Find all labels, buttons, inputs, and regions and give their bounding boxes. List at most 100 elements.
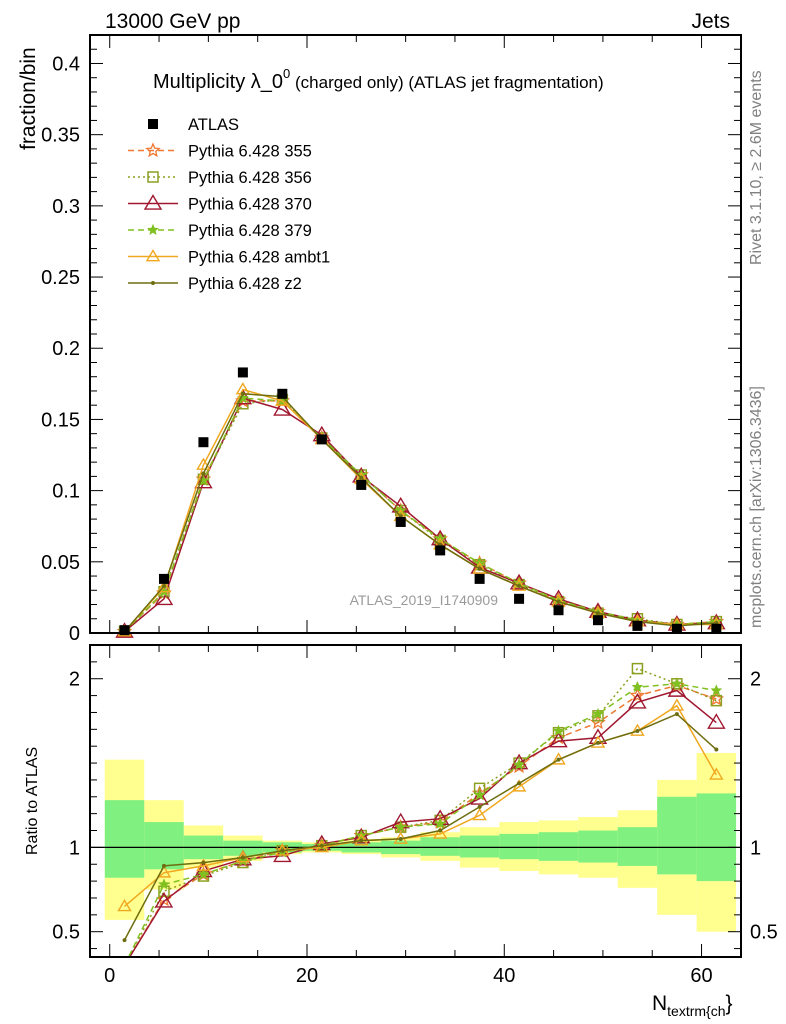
atlas-data-point bbox=[237, 367, 248, 378]
legend-marker-379 bbox=[147, 223, 159, 235]
ratio-point-355 bbox=[629, 687, 646, 703]
atlas-data-point bbox=[395, 516, 406, 527]
ratio-band-inner bbox=[104, 800, 145, 878]
legend-label: Pythia 6.428 z2 bbox=[188, 275, 302, 293]
ratio-point-z2 bbox=[319, 843, 324, 848]
ratio-point-379 bbox=[513, 758, 525, 770]
legend-marker-370 bbox=[143, 194, 163, 210]
ratio-point-356 bbox=[710, 694, 723, 707]
legend-marker-356 bbox=[147, 171, 159, 183]
ratio-point-ambt1 bbox=[196, 858, 211, 871]
main-y-tick-label: 0 bbox=[69, 623, 80, 645]
ratio-y-tick-label-left: 1 bbox=[69, 837, 80, 859]
ratio-point-370 bbox=[123, 956, 126, 957]
x-axis-label: Ntextrm{ch} bbox=[652, 992, 733, 1019]
series-point-379 bbox=[197, 474, 210, 486]
ratio-point-ambt1 bbox=[472, 807, 487, 821]
series-point-ambt1 bbox=[196, 457, 211, 470]
ratio-band-inner bbox=[144, 822, 184, 870]
x-axis-label-main: N bbox=[652, 992, 667, 1015]
main-y-tick-label: 0.3 bbox=[52, 196, 80, 218]
ratio-y-axis-label: Ratio to ATLAS bbox=[24, 747, 41, 855]
x-tick-label: 40 bbox=[493, 965, 515, 987]
series-point-370 bbox=[194, 472, 213, 489]
series-point-z2 bbox=[359, 475, 364, 480]
ratio-point-356 bbox=[631, 662, 644, 675]
ratio-point-z2 bbox=[714, 747, 719, 752]
atlas-data-point bbox=[553, 605, 564, 616]
ratio-point-z2 bbox=[556, 757, 561, 762]
title-suffix: (charged only) (ATLAS jet fragmentation) bbox=[290, 73, 603, 92]
ratio-line-356 bbox=[128, 667, 717, 957]
atlas-data-point bbox=[435, 545, 446, 556]
ratio-point-355 bbox=[118, 959, 130, 971]
atlas-data-point bbox=[316, 434, 327, 445]
series-point-z2 bbox=[240, 391, 245, 396]
ratio-point-ambt1 bbox=[669, 698, 685, 711]
x-axis-label-subscript: textrm{ch bbox=[667, 1003, 725, 1019]
x-tick-label: 60 bbox=[690, 965, 712, 987]
legend-label: Pythia 6.428 379 bbox=[188, 222, 312, 240]
ratio-series-group bbox=[117, 662, 726, 971]
legend-marker-z2 bbox=[151, 281, 155, 285]
ratio-frame bbox=[89, 644, 742, 958]
ratio-point-z2 bbox=[477, 804, 482, 809]
series-point-370 bbox=[273, 400, 292, 416]
ratio-point-370 bbox=[549, 731, 568, 748]
ratio-point-379 bbox=[434, 817, 446, 829]
legend-label: Pythia 6.428 ambt1 bbox=[188, 249, 330, 267]
atlas-data-point bbox=[592, 615, 603, 626]
ratio-point-379 bbox=[236, 854, 249, 866]
legend-label: ATLAS bbox=[188, 116, 239, 134]
legend: ATLAS Pythia 6.428 355 Pythia 6.428 356 Pyt… bbox=[128, 116, 330, 293]
ratio-point-370 bbox=[667, 681, 687, 697]
ratio-point-z2 bbox=[398, 836, 403, 841]
ratio-point-379 bbox=[592, 707, 604, 720]
series-point-370 bbox=[154, 589, 174, 606]
series-point-z2 bbox=[161, 584, 166, 589]
ratio-point-379 bbox=[473, 788, 486, 801]
ratio-line-z2 bbox=[123, 713, 717, 941]
main-y-tick-label: 0.1 bbox=[52, 481, 80, 503]
ratio-band-inner bbox=[657, 796, 697, 875]
main-y-tick-label: 0.4 bbox=[52, 53, 80, 75]
ratio-point-ambt1 bbox=[432, 826, 448, 839]
series-point-ambt1 bbox=[472, 561, 487, 574]
ratio-line-379 bbox=[127, 683, 717, 957]
main-y-tick-label: 0.15 bbox=[41, 409, 80, 431]
legend-marker-355 bbox=[145, 142, 161, 158]
series-point-z2 bbox=[201, 471, 206, 476]
ratio-point-ambt1 bbox=[117, 899, 132, 912]
ratio-point-370 bbox=[470, 789, 489, 805]
ratio-point-z2 bbox=[359, 838, 364, 843]
series-line-379 bbox=[123, 397, 717, 633]
ratio-band-inner bbox=[499, 833, 539, 860]
ratio-band-inner bbox=[223, 840, 263, 856]
ratio-band-inner bbox=[617, 827, 658, 866]
ratio-band-inner bbox=[459, 835, 500, 858]
ratio-band-inner bbox=[578, 830, 618, 863]
ratio-point-370 bbox=[509, 753, 529, 770]
ratio-y-tick-label-left: 0.5 bbox=[52, 922, 80, 944]
main-title: Multiplicity λ_00 (charged only) (ATLAS … bbox=[153, 66, 604, 93]
atlas-data-point bbox=[356, 479, 367, 490]
series-point-ambt1 bbox=[156, 580, 172, 593]
ratio-point-z2 bbox=[161, 863, 166, 868]
watermark-label: ATLAS_2019_I1740909 bbox=[350, 592, 499, 608]
main-y-tick-label: 0.25 bbox=[41, 267, 80, 289]
x-axis-label-close: } bbox=[726, 992, 733, 1015]
main-y-tick-label: 0.05 bbox=[41, 552, 80, 574]
ratio-point-356 bbox=[120, 960, 130, 970]
ratio-y-tick-label-left: 2 bbox=[69, 669, 80, 691]
main-y-tick-label: 0.2 bbox=[52, 338, 80, 360]
ratio-point-z2 bbox=[438, 828, 443, 833]
ratio-y-tick-label-right: 0.5 bbox=[750, 922, 778, 944]
rivet-version-label: Rivet 3.1.10, ≥ 2.6M events bbox=[748, 70, 765, 265]
ratio-point-379 bbox=[197, 868, 210, 880]
ratio-line-370 bbox=[128, 689, 717, 957]
legend-label: Pythia 6.428 356 bbox=[188, 169, 312, 187]
main-y-tick-label: 0.35 bbox=[41, 125, 80, 147]
ratio-point-z2 bbox=[635, 729, 640, 734]
ratio-point-379 bbox=[120, 961, 129, 969]
